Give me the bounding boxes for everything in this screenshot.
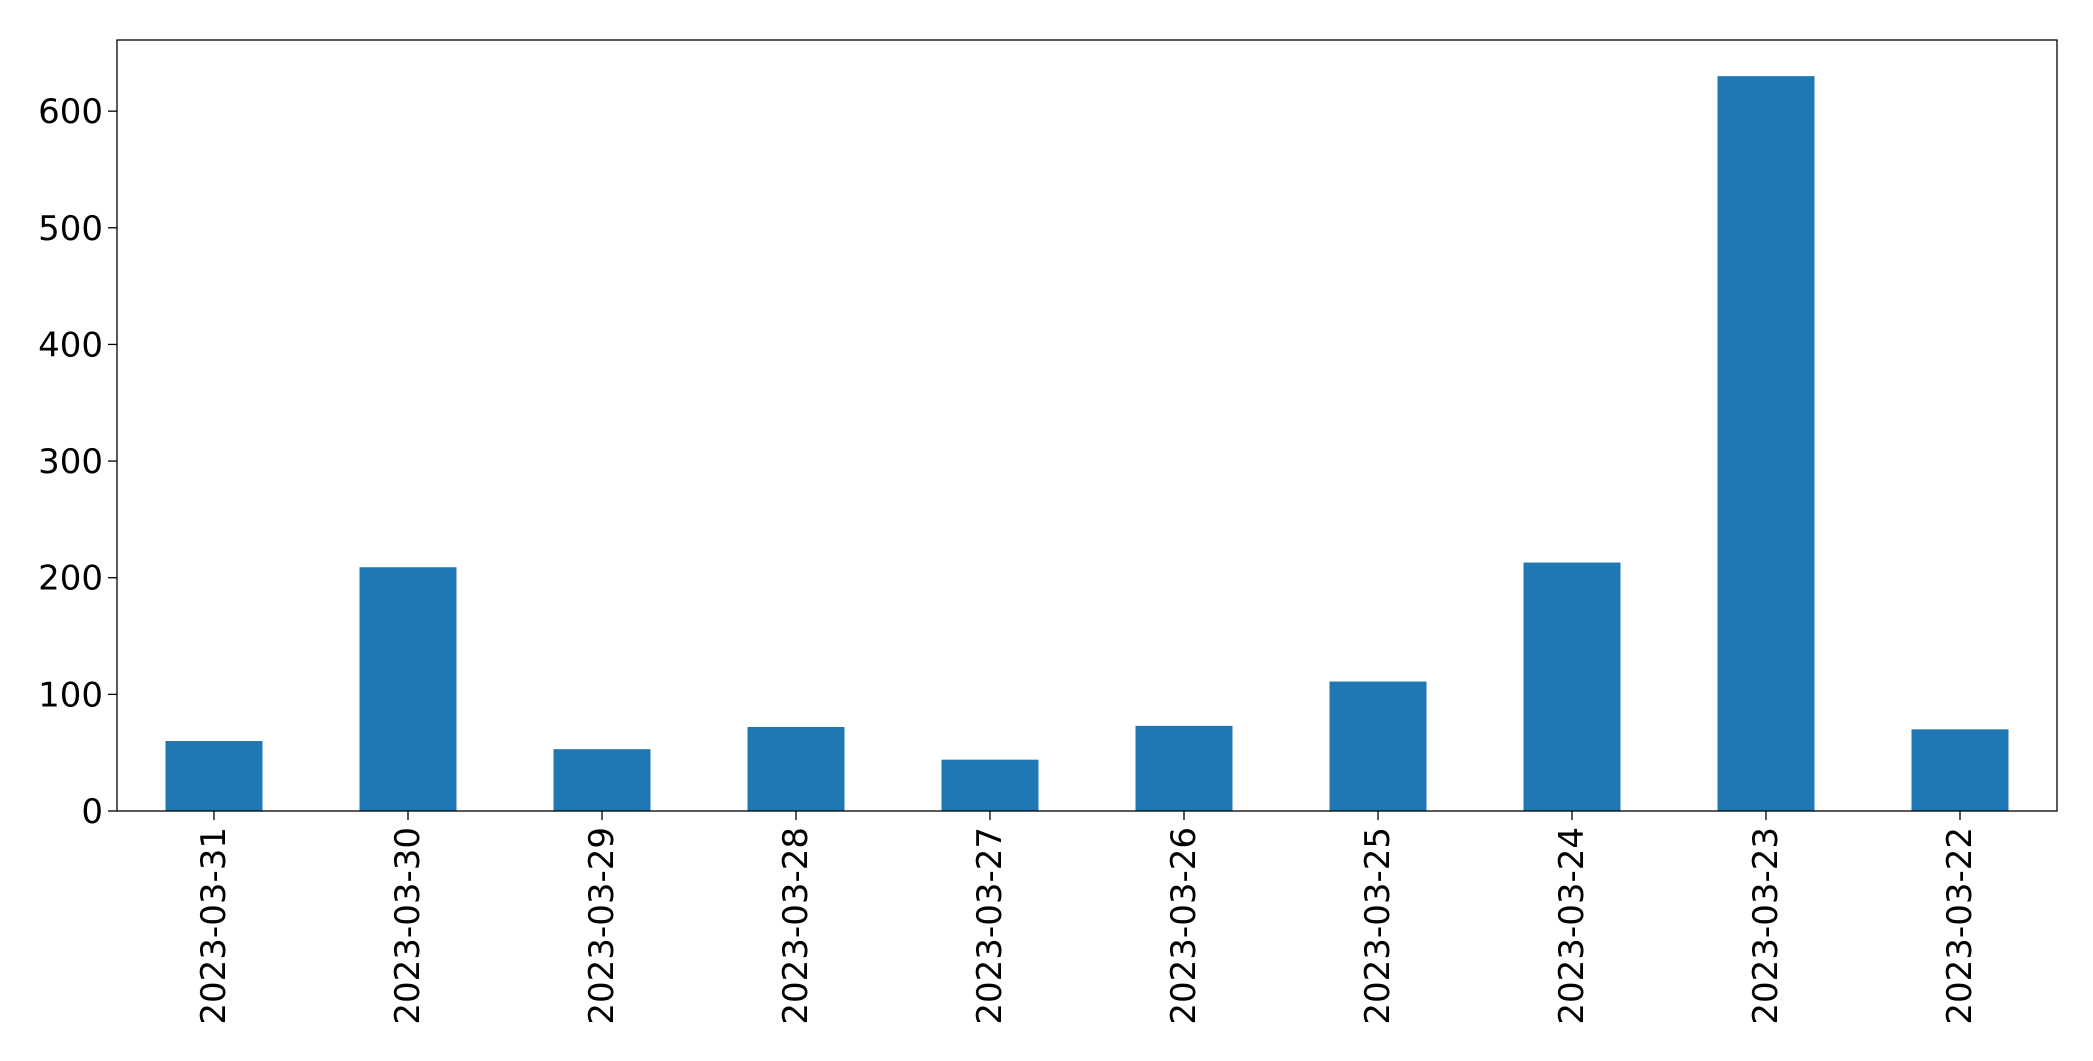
bar-2023-03-27 — [941, 759, 1039, 811]
bar-2023-03-24 — [1523, 562, 1621, 811]
x-tick-label: 2023-03-29 — [582, 827, 622, 1025]
bars-layer — [165, 76, 2009, 811]
bar-2023-03-31 — [165, 741, 263, 811]
bar-2023-03-28 — [747, 727, 845, 811]
x-tick-label: 2023-03-26 — [1164, 827, 1204, 1025]
x-tick-label: 2023-03-23 — [1746, 827, 1786, 1025]
x-tick-label: 2023-03-25 — [1358, 827, 1398, 1025]
bar-2023-03-22 — [1911, 729, 2009, 811]
x-tick-label: 2023-03-30 — [388, 827, 428, 1025]
bar-2023-03-30 — [359, 567, 457, 811]
y-tick-label: 100 — [38, 675, 103, 715]
x-tick-label: 2023-03-22 — [1940, 827, 1980, 1025]
plot-frame — [116, 39, 2058, 812]
y-tick-label: 400 — [38, 325, 103, 365]
x-tick-label: 2023-03-28 — [776, 827, 816, 1025]
bar-2023-03-29 — [553, 749, 651, 811]
x-tick-label: 2023-03-27 — [970, 827, 1010, 1025]
y-tick-label: 300 — [38, 442, 103, 482]
y-tick-label: 500 — [38, 209, 103, 249]
bar-2023-03-23 — [1717, 76, 1815, 811]
bar-2023-03-25 — [1329, 681, 1427, 811]
y-tick-label: 600 — [38, 92, 103, 132]
x-tick-label: 2023-03-31 — [194, 827, 234, 1025]
x-axis: 2023-03-31 2023-03-30 2023-03-29 2023-03-28… — [194, 811, 1980, 1025]
y-tick-label: 200 — [38, 559, 103, 599]
x-tick-label: 2023-03-24 — [1552, 827, 1592, 1025]
y-axis: 0 100 200 300 400 500 600 — [38, 92, 117, 832]
y-tick-label: 0 — [81, 792, 103, 832]
bar-2023-03-26 — [1135, 725, 1233, 811]
